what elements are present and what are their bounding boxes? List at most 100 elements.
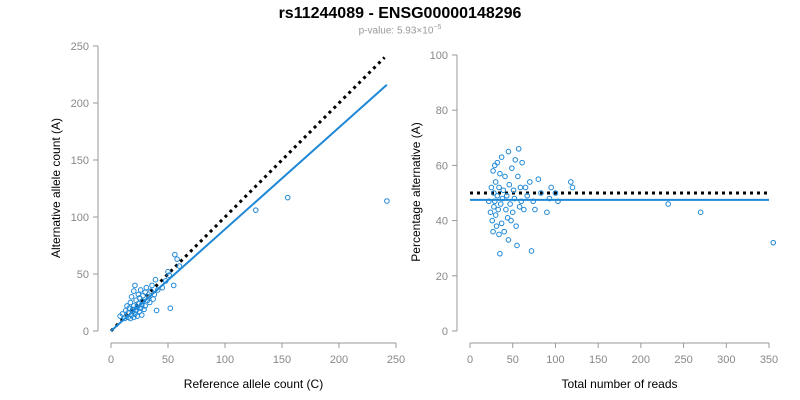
data-point (569, 184, 576, 191)
data-point (514, 242, 520, 249)
y-tick-label: 50 (77, 269, 89, 281)
data-point (384, 198, 390, 204)
data-point (165, 268, 171, 275)
data-point (498, 154, 505, 160)
data-point (495, 206, 501, 213)
data-point (138, 312, 145, 318)
data-point (544, 209, 550, 216)
data-point (154, 287, 161, 293)
data-point (491, 190, 497, 196)
data-point (509, 209, 516, 216)
data-point (174, 256, 180, 262)
data-point (515, 146, 522, 152)
data-point (492, 179, 499, 185)
data-point (518, 198, 525, 205)
data-point (489, 217, 496, 224)
x-tick-label: 50 (162, 354, 174, 366)
x-tick-label: 150 (589, 354, 607, 366)
data-point (494, 159, 501, 166)
data-point (510, 187, 517, 194)
pvalue-text: p-value: 5.93×10 (358, 25, 434, 37)
data-point (568, 179, 574, 185)
data-point (131, 314, 137, 321)
data-point (519, 159, 525, 166)
data-point (511, 195, 518, 202)
data-point (134, 304, 141, 310)
data-point (493, 223, 500, 229)
x-axis-label: Total number of reads (561, 377, 677, 391)
y-axis-label: Percentage alternative (A) (409, 122, 423, 261)
data-point (133, 307, 139, 314)
data-point (131, 288, 137, 294)
data-point (148, 288, 154, 294)
y-tick-label: 0 (83, 326, 89, 338)
data-point (135, 300, 142, 307)
data-point (538, 190, 544, 196)
data-point (172, 251, 178, 258)
x-tick-label: 200 (330, 354, 348, 366)
data-point (142, 303, 148, 309)
data-point (770, 239, 777, 246)
data-point (497, 201, 504, 207)
data-point (252, 207, 259, 213)
y-tick-label: 100 (430, 50, 448, 62)
data-point (535, 176, 542, 182)
y-tick-label: 20 (436, 271, 448, 283)
data-point (502, 173, 508, 180)
data-point (141, 306, 147, 313)
data-point (137, 287, 144, 293)
data-point (552, 190, 559, 196)
x-tick-label: 300 (717, 354, 735, 366)
data-point (119, 311, 126, 317)
data-point (151, 291, 158, 298)
data-point (512, 157, 519, 163)
x-tick-label: 250 (387, 354, 405, 366)
data-point (127, 299, 134, 306)
data-point (501, 228, 507, 235)
x-tick-label: 250 (674, 354, 692, 366)
data-point (548, 184, 554, 191)
y-axis-label: Alternative allele count (A) (49, 118, 63, 258)
y-tick-label: 200 (71, 98, 89, 110)
data-point (515, 173, 521, 180)
data-point (503, 206, 509, 213)
y-tick-label: 40 (436, 216, 448, 228)
x-tick-label: 200 (632, 354, 650, 366)
data-point (530, 198, 537, 205)
data-point (149, 282, 155, 289)
y-tick-label: 0 (442, 326, 448, 338)
data-point (152, 276, 159, 283)
reference-line (109, 56, 386, 333)
data-point (496, 231, 502, 238)
data-point (490, 168, 496, 174)
data-point (503, 192, 510, 199)
x-tick-label: 50 (507, 354, 519, 366)
y-tick-label: 100 (71, 212, 89, 224)
data-point (665, 201, 671, 207)
data-point (546, 195, 553, 202)
data-point (499, 195, 506, 202)
fit-line (110, 84, 388, 332)
x-tick-label: 0 (467, 354, 473, 366)
pvalue-exponent: −5 (433, 24, 442, 31)
data-point (491, 162, 498, 169)
data-point (137, 305, 144, 312)
data-point (513, 223, 519, 229)
data-point (496, 184, 502, 191)
data-point (145, 294, 152, 300)
data-point (284, 194, 291, 201)
data-point (498, 220, 505, 227)
data-point (126, 305, 133, 312)
data-point (517, 184, 524, 191)
chart-title: rs11244089 - ENSG00000148296 (278, 5, 522, 22)
y-tick-label: 150 (71, 155, 89, 167)
data-point (497, 170, 503, 177)
data-point (143, 284, 150, 291)
x-tick-label: 100 (216, 354, 234, 366)
data-point (176, 263, 183, 269)
data-point (167, 305, 174, 312)
data-point (132, 282, 138, 289)
y-tick-label: 60 (436, 160, 448, 172)
x-tick-label: 100 (546, 354, 564, 366)
